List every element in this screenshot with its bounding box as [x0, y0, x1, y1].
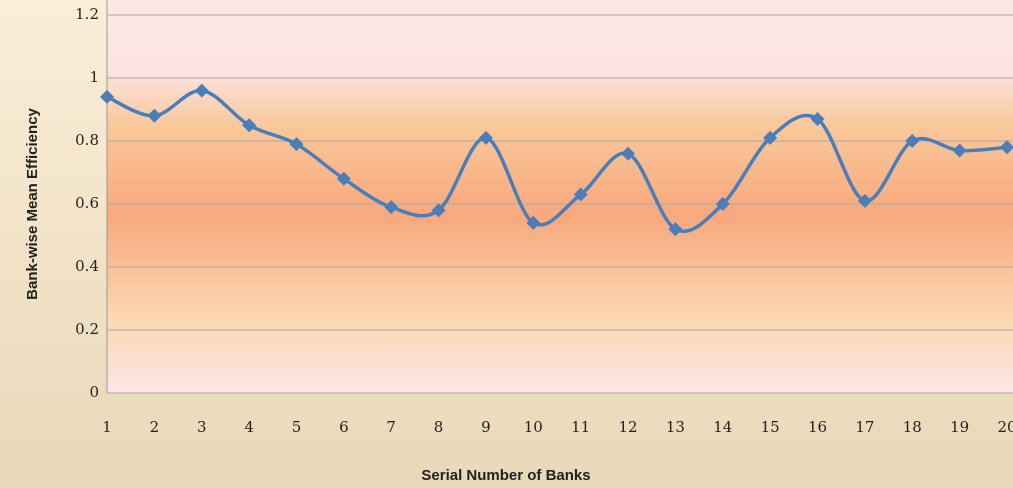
- marker: [289, 137, 304, 152]
- y-tick-label: 1: [89, 68, 99, 86]
- x-tick-label: 2: [150, 418, 160, 436]
- marker: [763, 130, 778, 145]
- x-tick-label: 5: [292, 418, 302, 436]
- x-tick-label: 18: [903, 418, 922, 436]
- marker: [336, 171, 351, 186]
- x-tick-label: 16: [808, 418, 827, 436]
- marker: [1000, 140, 1013, 155]
- marker: [573, 187, 588, 202]
- marker: [147, 108, 162, 123]
- x-tick-label: 8: [434, 418, 444, 436]
- y-tick-label: 0.2: [75, 320, 99, 338]
- marker: [952, 143, 967, 158]
- marker: [621, 146, 636, 161]
- x-tick-label: 11: [571, 418, 590, 436]
- x-tick-label: 9: [481, 418, 491, 436]
- marker: [810, 111, 825, 126]
- x-axis-title: Serial Number of Banks: [421, 467, 590, 484]
- x-tick-label: 20: [997, 418, 1013, 436]
- marker: [668, 222, 683, 237]
- x-tick-label: 12: [619, 418, 638, 436]
- marker: [242, 118, 257, 133]
- y-tick-label: 0: [89, 383, 99, 401]
- x-tick-label: 14: [713, 418, 732, 436]
- y-axis-title: Bank-wise Mean Efficiency: [24, 107, 41, 299]
- marker: [194, 83, 209, 98]
- line: [106, 88, 1008, 233]
- marker: [384, 200, 399, 215]
- x-tick-label: 15: [761, 418, 780, 436]
- x-tick-label: 6: [339, 418, 349, 436]
- x-tick-label: 4: [244, 418, 254, 436]
- y-tick-label: 0.8: [75, 131, 99, 149]
- x-tick-label: 19: [950, 418, 969, 436]
- marker: [526, 215, 541, 230]
- marker: [478, 130, 493, 145]
- x-tick-label: 3: [197, 418, 207, 436]
- x-tick-label: 7: [386, 418, 396, 436]
- y-tick-label: 1.2: [75, 5, 99, 23]
- x-tick-label: 13: [666, 418, 685, 436]
- x-tick-label: 17: [855, 418, 874, 436]
- y-tick-label: 0.6: [75, 194, 99, 212]
- x-tick-label: 10: [524, 418, 543, 436]
- marker: [857, 193, 872, 208]
- x-tick-label: 1: [102, 418, 112, 436]
- marker: [431, 203, 446, 218]
- plot-area: [107, 0, 1013, 393]
- y-tick-label: 0.4: [75, 257, 99, 275]
- marker: [715, 197, 730, 211]
- marker: [100, 89, 114, 104]
- marker: [905, 134, 920, 148]
